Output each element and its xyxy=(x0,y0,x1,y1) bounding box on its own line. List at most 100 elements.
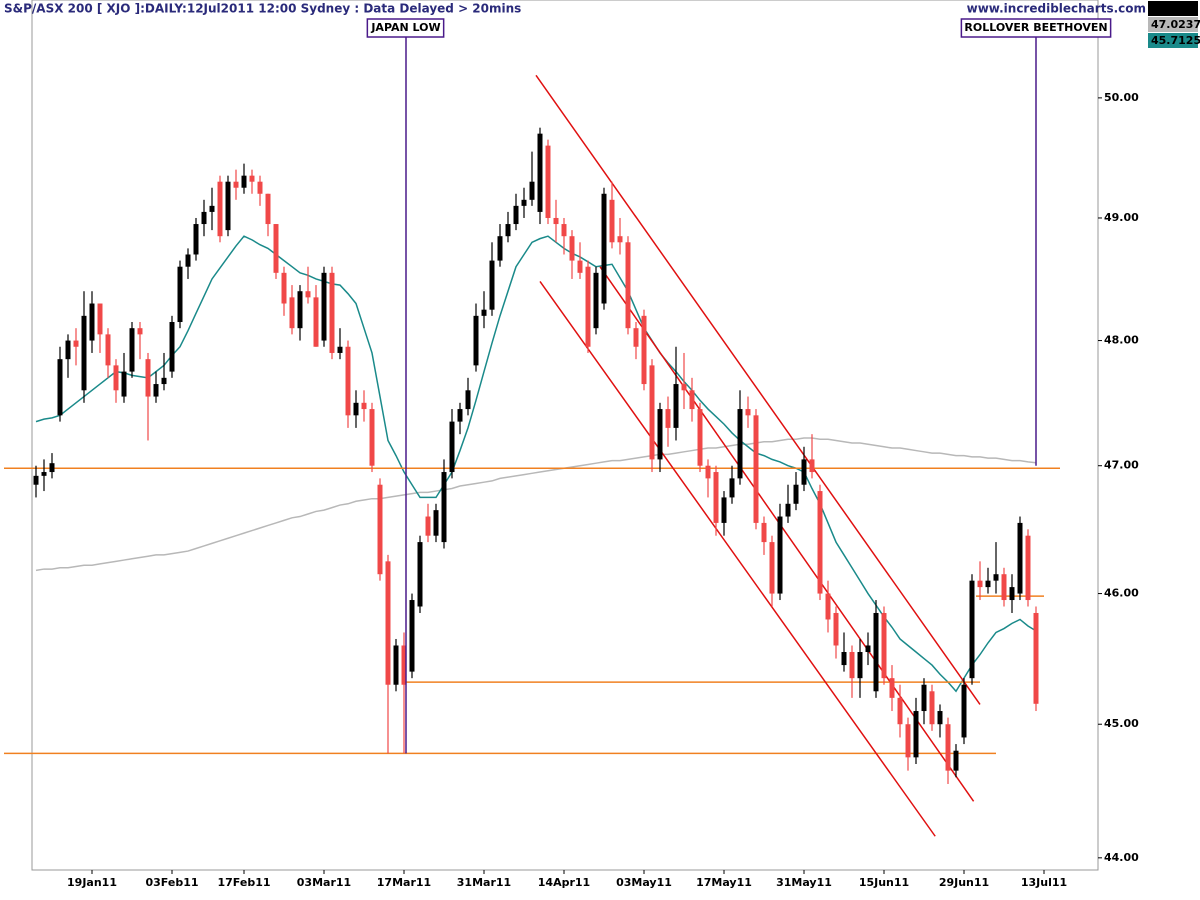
candle-body xyxy=(121,371,127,397)
candle-body xyxy=(137,328,143,335)
price-box xyxy=(1148,33,1198,48)
candle-body xyxy=(721,497,727,523)
candle-body xyxy=(641,315,647,385)
candle-body xyxy=(81,315,87,391)
candle-body xyxy=(569,236,575,261)
candle-body xyxy=(433,510,439,536)
candle-body xyxy=(761,522,767,543)
candle-body xyxy=(625,242,631,329)
candle-body xyxy=(377,484,383,575)
candle-body xyxy=(905,724,911,758)
candle-body xyxy=(833,612,839,646)
candle-body xyxy=(729,478,735,498)
candle-body xyxy=(697,409,703,466)
candle-body xyxy=(881,612,887,679)
candle-body xyxy=(329,272,335,353)
candle-body xyxy=(217,181,223,237)
x-tick-label: 31May11 xyxy=(776,876,832,889)
x-tick-label: 17Mar11 xyxy=(377,876,431,889)
candle-body xyxy=(393,645,399,685)
candle-body xyxy=(601,193,607,304)
price-box xyxy=(1148,1,1198,16)
candle-body xyxy=(673,384,679,428)
candle-body xyxy=(777,516,783,594)
candle-body xyxy=(969,580,975,679)
annotation-label: JAPAN LOW xyxy=(370,21,440,34)
trend-line xyxy=(599,266,975,802)
candle-body xyxy=(801,459,807,485)
candle-body xyxy=(745,409,751,416)
candle-body xyxy=(897,697,903,725)
candle-body xyxy=(521,199,527,206)
candle-body xyxy=(705,465,711,479)
candle-body xyxy=(161,377,167,385)
candle-body xyxy=(385,561,391,685)
candle-body xyxy=(849,652,855,679)
candle-body xyxy=(49,463,55,473)
candle-body xyxy=(441,472,447,543)
chart-title: S&P/ASX 200 [ XJO ]:DAILY:12Jul2011 12:0… xyxy=(4,2,521,16)
candle-body xyxy=(889,678,895,698)
x-tick-label: 03May11 xyxy=(616,876,672,889)
candle-body xyxy=(961,684,967,738)
candle-body xyxy=(33,475,39,485)
price-label: 45.155 xyxy=(1151,2,1193,15)
candle-body xyxy=(465,390,471,410)
candle-body xyxy=(473,315,479,366)
candle-body xyxy=(249,175,255,182)
watermark: www.incrediblecharts.com xyxy=(967,2,1146,16)
candle-body xyxy=(737,409,743,479)
candle-body xyxy=(169,322,175,372)
candle-body xyxy=(257,181,263,194)
candle-body xyxy=(921,684,927,712)
candle-body xyxy=(425,516,431,536)
candle-body xyxy=(497,236,503,261)
candle-body xyxy=(337,346,343,353)
candle-body xyxy=(89,303,95,341)
annotation-box xyxy=(366,18,445,38)
candle-body xyxy=(713,472,719,523)
trend-line xyxy=(539,280,936,837)
candle-body xyxy=(225,181,231,231)
candle-body xyxy=(977,580,983,588)
candle-body xyxy=(345,346,351,416)
candle-body xyxy=(1017,522,1023,594)
candle-body xyxy=(281,272,287,304)
candle-body xyxy=(593,272,599,329)
candle-body xyxy=(993,574,999,581)
candle-body xyxy=(1033,612,1039,704)
x-tick-label: 13Jul11 xyxy=(1021,876,1067,889)
candle-body xyxy=(753,415,759,523)
candle-body xyxy=(449,421,455,473)
y-tick-label: 44.00 xyxy=(1104,851,1139,864)
candle-body xyxy=(193,224,199,255)
candle-body xyxy=(1025,535,1031,601)
price-box xyxy=(1148,17,1198,32)
candle-body xyxy=(409,600,415,672)
candle-body xyxy=(417,542,423,607)
candle-body xyxy=(657,409,663,460)
candle-body xyxy=(609,199,615,243)
candle-body xyxy=(785,503,791,517)
candle-body xyxy=(985,580,991,588)
candle-body xyxy=(489,260,495,310)
candle-body xyxy=(353,402,359,416)
x-tick-label: 31Mar11 xyxy=(457,876,511,889)
candle-body xyxy=(289,297,295,329)
candle-body xyxy=(545,145,551,218)
annotation-label: ROLLOVER BEETHOVEN xyxy=(964,21,1107,34)
candle-body xyxy=(185,254,191,267)
x-tick-label: 14Apr11 xyxy=(538,876,590,889)
candle-body xyxy=(681,384,687,391)
y-tick-label: 48.00 xyxy=(1104,334,1139,347)
candle-body xyxy=(41,472,47,476)
candle-body xyxy=(945,724,951,771)
candle-body xyxy=(177,266,183,323)
candle-body xyxy=(665,409,671,428)
candle-body xyxy=(561,224,567,237)
candle-body xyxy=(97,303,103,335)
candle-body xyxy=(209,205,215,212)
candle-body xyxy=(649,365,655,460)
